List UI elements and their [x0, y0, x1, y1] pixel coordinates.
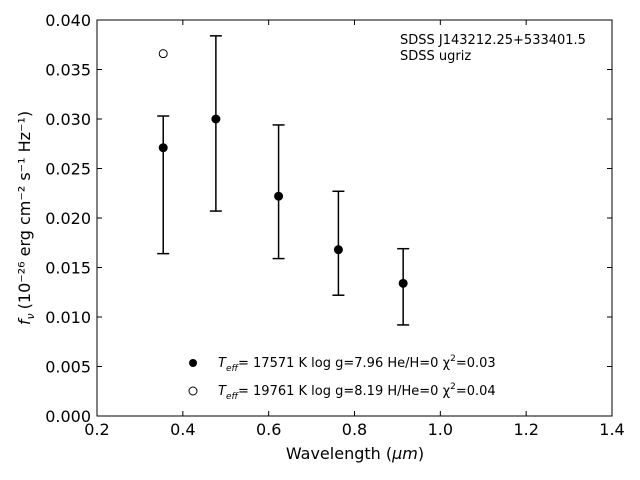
axis-ticks: 0.2 0.4 0.6 0.8 1.0 1.2 1.4 0.000 0.005 0.010 0.01… [45, 11, 625, 439]
data-point-filled [274, 191, 284, 201]
x-axis-label: Wavelength (μm) [286, 444, 424, 463]
legend-label-1: Teff= 17571 K log g=7.96 He/H=0 χ2=0.03 [218, 354, 496, 374]
data-point-open [158, 49, 168, 59]
y-tick-label: 0.020 [45, 209, 91, 228]
y-tick-label: 0.030 [45, 110, 91, 129]
x-tick-label: 0.4 [170, 420, 195, 439]
annotation-object: SDSS J143212.25+533401.5 [400, 33, 586, 48]
data-point-filled [158, 143, 168, 153]
y-axis-label: fν(10⁻²⁶ erg cm⁻² s⁻¹ Hz⁻¹) [15, 111, 37, 325]
x-tick-label: 1.4 [599, 420, 624, 439]
y-tick-label: 0.000 [45, 407, 91, 426]
y-tick-label: 0.015 [45, 259, 91, 278]
y-tick-label: 0.010 [45, 308, 91, 327]
legend-marker-filled [189, 359, 197, 367]
data-point-filled [211, 114, 221, 124]
legend-label-2: Teff= 19761 K log g=8.19 H/He=0 χ2=0.04 [218, 382, 496, 402]
y-tick-label: 0.040 [45, 11, 91, 30]
x-tick-label: 0.2 [84, 420, 109, 439]
data-point-filled [398, 278, 408, 288]
plot-frame [96, 19, 613, 417]
y-tick-label: 0.025 [45, 160, 91, 179]
x-tick-label: 0.6 [256, 420, 281, 439]
x-tick-label: 0.8 [342, 420, 367, 439]
data-point-filled [333, 245, 343, 255]
legend: Teff= 17571 K log g=7.96 He/H=0 χ2=0.03 … [188, 354, 496, 402]
data-marks [157, 35, 410, 326]
legend-marker-open [188, 386, 198, 396]
x-tick-label: 1.0 [428, 420, 453, 439]
annotation-filters: SDSS ugriz [400, 49, 471, 64]
y-tick-label: 0.005 [45, 358, 91, 377]
y-tick-label: 0.035 [45, 61, 91, 80]
x-tick-label: 1.2 [513, 420, 538, 439]
